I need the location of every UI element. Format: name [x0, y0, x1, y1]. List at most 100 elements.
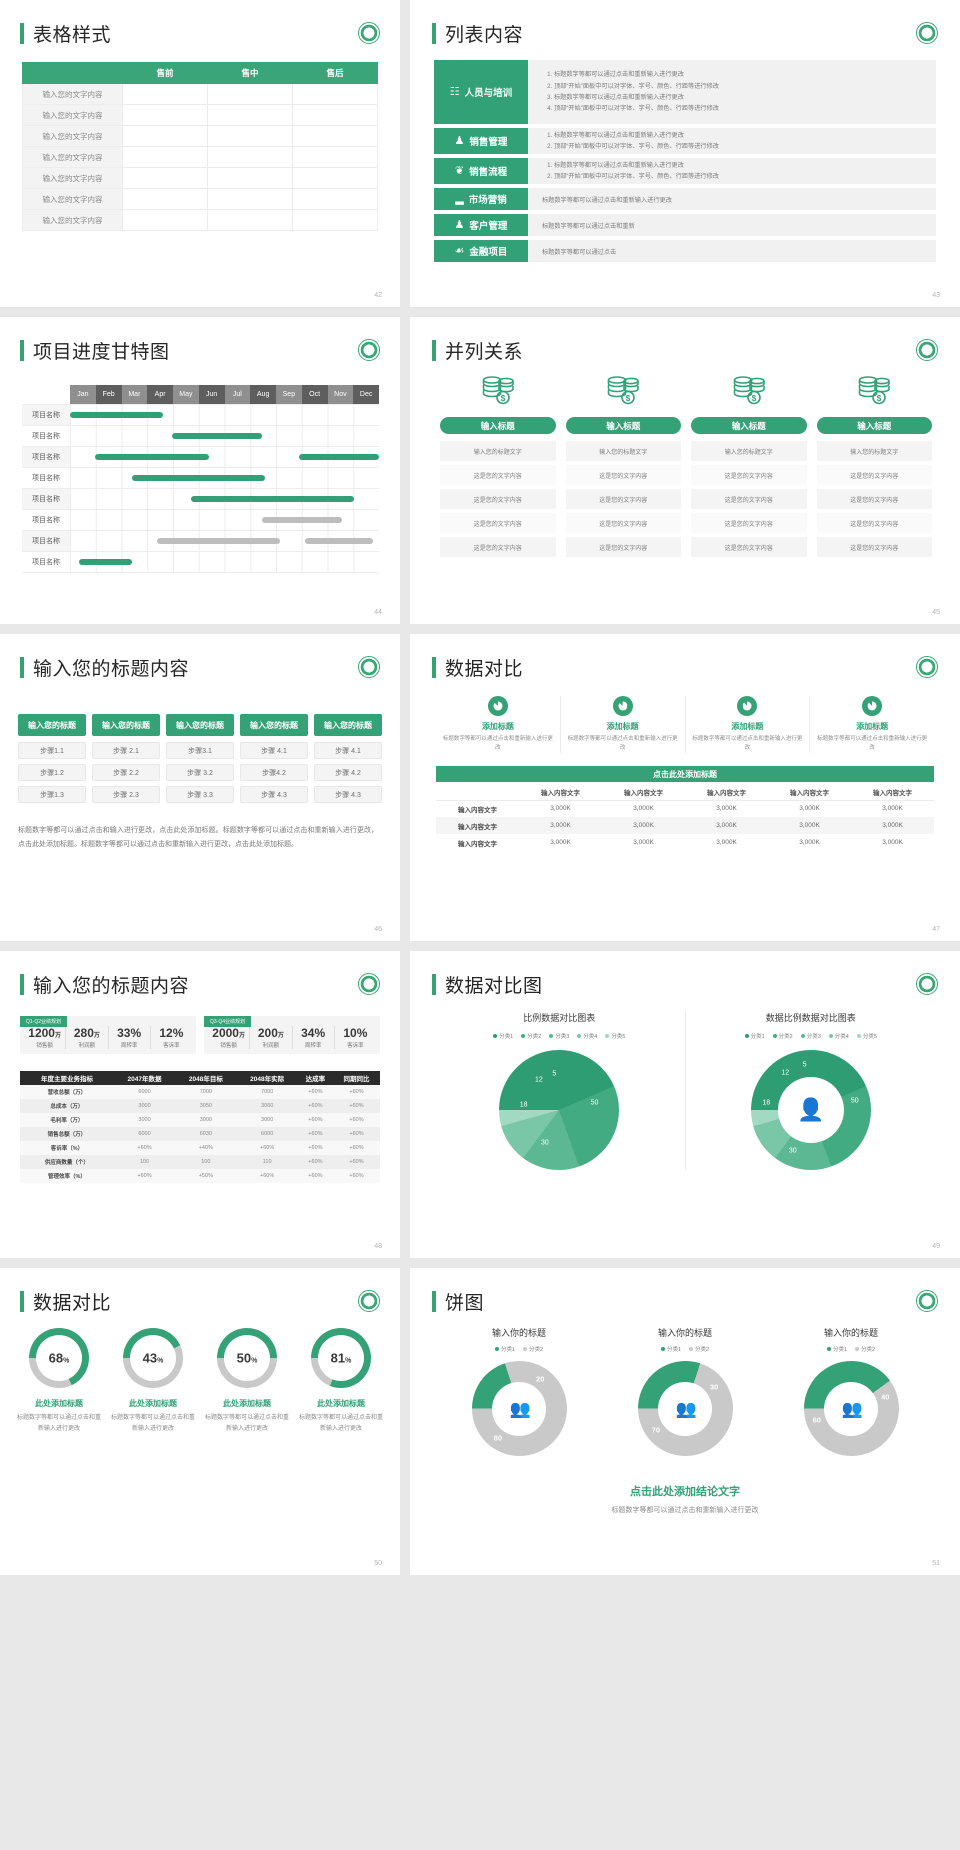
parallel-cell[interactable]: 这是您的文字内容 [816, 465, 932, 485]
list-item-label-block[interactable]: ♟ 客户管理 [434, 214, 528, 236]
parallel-cell[interactable]: 输入您的标题文字 [816, 441, 932, 461]
legend-entry: 分类5 [856, 1032, 877, 1040]
parallel-column: $ 输入标题输入您的标题文字 这是您的文字内容 这是您的文字内容 这是您的文字内容 这是您… [691, 375, 807, 561]
step-header[interactable]: 输入您的标题 [314, 714, 382, 736]
list-item[interactable]: ☷ 人员与培训 标题数字等都可以通过点击和重新输入进行更改顶部“开始”面板中可以对字… [434, 60, 936, 124]
page-number: 47 [932, 926, 940, 933]
table-cell [122, 104, 208, 126]
table-cell: 总成本（万） [20, 1099, 114, 1113]
gantt-bar[interactable] [261, 517, 342, 523]
money-stack-icon: $ [481, 375, 515, 410]
step-cell[interactable]: 步骤 4.3 [314, 786, 382, 803]
list-item-label-block[interactable]: ▂ 市场营销 [434, 188, 528, 210]
step-cell[interactable]: 步骤1.2 [18, 764, 86, 781]
gantt-bar[interactable] [70, 412, 163, 418]
parallel-cell[interactable]: 这是您的文字内容 [440, 513, 556, 533]
parallel-pill-title[interactable]: 输入标题 [691, 417, 807, 434]
step-header[interactable]: 输入您的标题 [240, 714, 308, 736]
parallel-pill-title[interactable]: 输入标题 [816, 417, 932, 434]
kpi-items: 1200万 销售额 280万 利润额 33% 周转率 12% 客诉率 [24, 1026, 192, 1049]
list-item[interactable]: ❦ 销售流程 标题数字等都可以通过点击和重新输入进行更改顶部“开始”面板中可以对字体… [434, 158, 936, 184]
step-header[interactable]: 输入您的标题 [92, 714, 160, 736]
kpi-value: 34% [301, 1026, 326, 1040]
list-item[interactable]: ▂ 市场营销 标题数字等都可以通过点击和重新输入进行更改 [434, 188, 936, 210]
parallel-cell[interactable]: 输入您的标题文字 [565, 441, 681, 461]
step-cell[interactable]: 步骤 3.3 [166, 786, 234, 803]
step-cell[interactable]: 步骤 2.2 [92, 764, 160, 781]
list-item-label-block[interactable]: ♟ 销售管理 [434, 128, 528, 154]
table-cell: 输入您的文字内容 [22, 104, 123, 126]
gantt-row-label: 项目名称 [22, 531, 70, 552]
step-header[interactable]: 输入您的标题 [166, 714, 234, 736]
svg-text:$: $ [752, 394, 757, 403]
list-item-label-block[interactable]: ❦ 销售流程 [434, 158, 528, 184]
list-item[interactable]: ☙ 金融项目 标题数字等都可以通过点击 [434, 240, 936, 262]
list-container: ☷人员与培训标题数字等都可以通过点击和重新输入进行更改顶部“开始”面板中可以对字… [434, 60, 936, 266]
ring-title: 此处添加标题 [317, 1399, 365, 1408]
step-cell[interactable]: 步骤4.2 [240, 764, 308, 781]
table-cell [292, 167, 378, 189]
legend-entry: 分类5 [605, 1032, 625, 1040]
table-cell: 输入您的文字内容 [22, 188, 123, 210]
comparison-card: 添加标题 标题数字等都可以通过点击和重新输入进行更改 [809, 696, 934, 754]
parallel-cell[interactable]: 这是您的文字内容 [565, 489, 681, 509]
donut-panel: 输入你的标题 分类1 分类2 30 70 👥 [602, 1326, 768, 1456]
parallel-cell[interactable]: 这是您的文字内容 [440, 537, 556, 557]
page-number: 49 [932, 1243, 940, 1250]
parallel-cell[interactable]: 这是您的文字内容 [691, 513, 807, 533]
gantt-bar[interactable] [304, 538, 373, 544]
step-header[interactable]: 输入您的标题 [18, 714, 86, 736]
step-cell[interactable]: 步骤 3.2 [166, 764, 234, 781]
step-cell[interactable]: 步骤 4.1 [314, 742, 382, 759]
ring-desc: 标题数字等都可以通过点击和重新输入进行更改 [110, 1415, 195, 1432]
parallel-cell[interactable]: 这是您的文字内容 [565, 537, 681, 557]
gantt-month-cell: Aug [250, 385, 276, 404]
parallel-cell[interactable]: 这是您的文字内容 [565, 513, 681, 533]
table-cell: 3,000K [633, 839, 654, 846]
brand-logo-icon [358, 656, 380, 678]
step-cell[interactable]: 步骤3.1 [166, 742, 234, 759]
table-cell: 110 [236, 1155, 298, 1169]
parallel-cell[interactable]: 这是您的文字内容 [691, 537, 807, 557]
gantt-bar[interactable] [171, 433, 262, 439]
table-col-header: 年度主要业务指标 [20, 1071, 114, 1085]
parallel-cell[interactable]: 这是您的文字内容 [565, 465, 681, 485]
list-item-label-block[interactable]: ☙ 金融项目 [434, 240, 528, 262]
gantt-bar[interactable] [190, 496, 355, 502]
step-cell[interactable]: 步骤 4.3 [240, 786, 308, 803]
parallel-cell[interactable]: 输入您的标题文字 [440, 441, 556, 461]
parallel-cell[interactable]: 这是您的文字内容 [440, 465, 556, 485]
table-cell: +60% [297, 1169, 334, 1183]
ring-value: 43% [142, 1350, 164, 1366]
step-cell[interactable]: 步骤 2.1 [92, 742, 160, 759]
parallel-cell[interactable]: 这是您的文字内容 [816, 489, 932, 509]
kpi-item: 10% 客诉率 [333, 1026, 376, 1049]
step-cell[interactable]: 步骤 4.1 [240, 742, 308, 759]
step-cell[interactable]: 步骤1.3 [18, 786, 86, 803]
list-item-label-block[interactable]: ☷ 人员与培训 [434, 60, 528, 124]
money-stack-icon: $ [606, 375, 640, 410]
parallel-cell[interactable]: 输入您的标题文字 [691, 441, 807, 461]
ring-unit: % [157, 1357, 164, 1365]
gantt-bar[interactable] [156, 538, 281, 544]
parallel-cell[interactable]: 这是您的文字内容 [440, 489, 556, 509]
parallel-pill-title[interactable]: 输入标题 [565, 417, 681, 434]
pie-slice-label: 5 [802, 1061, 807, 1069]
parallel-cell[interactable]: 这是您的文字内容 [816, 537, 932, 557]
gantt-bar[interactable] [131, 475, 265, 481]
pie-slice-label: 5 [552, 1070, 557, 1078]
parallel-column: $ 输入标题输入您的标题文字 这是您的文字内容 这是您的文字内容 这是您的文字内容 这是您… [565, 375, 681, 561]
gantt-bar[interactable] [298, 454, 379, 460]
step-cell[interactable]: 步骤1.1 [18, 742, 86, 759]
parallel-cell[interactable]: 这是您的文字内容 [691, 465, 807, 485]
table-row: 销售总额（万） 6000 6030 6000 +60% +60% [20, 1127, 380, 1141]
parallel-cell[interactable]: 这是您的文字内容 [691, 489, 807, 509]
list-item[interactable]: ♟ 客户管理 标题数字等都可以通过点击和重新 [434, 214, 936, 236]
parallel-pill-title[interactable]: 输入标题 [440, 417, 556, 434]
parallel-cell[interactable]: 这是您的文字内容 [816, 513, 932, 533]
list-item[interactable]: ♟ 销售管理 标题数字等都可以通过点击和重新输入进行更改顶部“开始”面板中可以对字体… [434, 128, 936, 154]
gantt-bar[interactable] [79, 559, 132, 565]
step-cell[interactable]: 步骤 4.2 [314, 764, 382, 781]
gantt-bar[interactable] [94, 454, 210, 460]
step-cell[interactable]: 步骤 2.3 [92, 786, 160, 803]
